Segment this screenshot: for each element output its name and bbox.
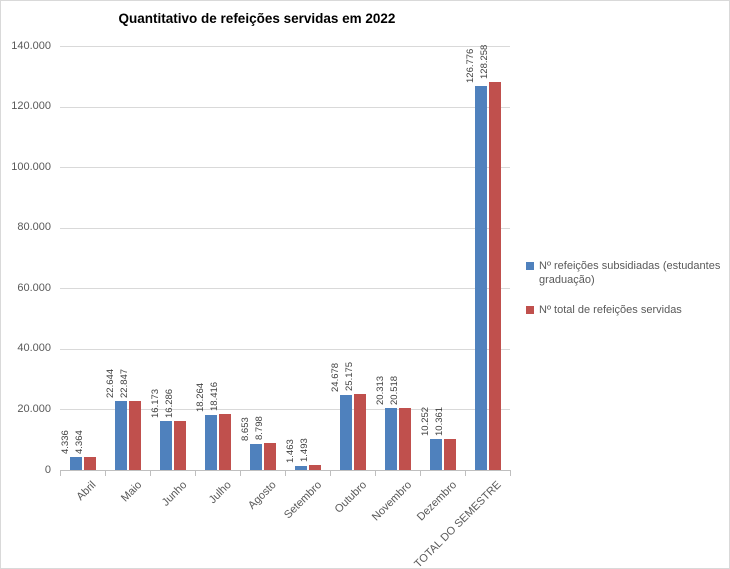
- legend-item-total: Nº total de refeições servidas: [526, 303, 726, 317]
- bar-value-label: 16.286: [163, 388, 175, 418]
- bar-value-label: 18.416: [208, 382, 220, 412]
- bar-value-label: 24.678: [329, 363, 341, 393]
- x-axis-tick: [60, 471, 61, 476]
- legend-label-total: Nº total de refeições servidas: [539, 304, 682, 316]
- bar-value-label: 16.173: [149, 388, 161, 419]
- y-axis-tick-label: 120.000: [11, 100, 51, 113]
- legend-item-subsidiadas: Nº refeições subsidiadas (estudantes gra…: [526, 259, 726, 287]
- bar-value-label: 4.364: [73, 430, 85, 454]
- bar-value-label: 8.653: [239, 417, 251, 441]
- bar-value-label: 128.258: [478, 44, 490, 79]
- x-axis-tick: [330, 471, 331, 476]
- bar-value-label: 22.847: [118, 368, 130, 398]
- bar-subsidiadas: [249, 443, 262, 470]
- bar-subsidiadas: [204, 414, 217, 470]
- bar-subsidiadas: [384, 408, 397, 470]
- bar-value-label: 18.264: [194, 382, 206, 412]
- x-axis-tick: [105, 471, 106, 476]
- x-axis-tick: [465, 471, 466, 476]
- y-axis-tick-label: 40.000: [17, 342, 51, 355]
- bar-value-label: 1.493: [298, 438, 310, 463]
- bar-total: [398, 407, 411, 470]
- x-axis-tick: [510, 471, 511, 476]
- bar-total: [218, 414, 231, 470]
- x-axis-tick: [285, 471, 286, 476]
- gridline: [60, 409, 510, 411]
- x-axis-tick: [240, 471, 241, 476]
- bar-subsidiadas: [474, 86, 487, 470]
- gridline: [60, 46, 510, 47]
- bar-value-label: 10.252: [419, 406, 431, 436]
- y-axis-tick-label: 60.000: [17, 281, 51, 294]
- gridline: [60, 106, 510, 108]
- x-axis-tick: [195, 471, 196, 476]
- bar-total: [128, 400, 141, 470]
- bar-value-label: 126.776: [464, 48, 476, 84]
- bar-value-label: 4.336: [59, 430, 71, 454]
- bar-total: [488, 81, 501, 470]
- bar-total: [443, 438, 456, 470]
- bar-total: [263, 443, 276, 470]
- bar-total: [173, 420, 186, 470]
- bar-subsidiadas: [294, 465, 307, 470]
- chart-title: Quantitativo de refeições servidas em 20…: [118, 11, 396, 26]
- x-axis-line: [60, 470, 511, 471]
- bar-subsidiadas: [429, 438, 442, 470]
- bar-value-label: 1.463: [284, 438, 296, 463]
- bar-subsidiadas: [69, 456, 82, 470]
- gridline: [60, 288, 510, 290]
- bar-value-label: 10.361: [433, 406, 445, 436]
- bar-subsidiadas: [339, 395, 352, 470]
- bar-total: [308, 465, 321, 470]
- x-axis-tick: [150, 471, 151, 476]
- bar-value-label: 20.313: [374, 376, 386, 406]
- bar-value-label: 20.518: [388, 375, 400, 405]
- y-axis-tick-label: 20.000: [17, 402, 51, 415]
- series-total-swatch-icon: [526, 306, 534, 314]
- gridline: [60, 167, 510, 169]
- bar-value-label: 25.175: [343, 361, 355, 391]
- bar-subsidiadas: [114, 401, 127, 470]
- y-axis-tick-label: 140.000: [11, 39, 51, 52]
- bar-subsidiadas: [159, 421, 172, 470]
- legend-label-subsidiadas: Nº refeições subsidiadas (estudantes gra…: [539, 260, 721, 286]
- y-axis-tick-label: 0: [44, 463, 51, 476]
- series-subsidiadas-swatch-icon: [526, 262, 534, 270]
- legend: Nº refeições subsidiadas (estudantes gra…: [526, 259, 726, 333]
- bar-value-label: 8.798: [253, 416, 265, 441]
- gridline: [60, 227, 510, 229]
- bar-total: [353, 393, 366, 470]
- bar-total: [83, 456, 96, 470]
- x-axis-tick: [420, 471, 421, 476]
- x-axis-tick: [375, 471, 376, 476]
- y-axis-tick-label: 100.000: [11, 160, 51, 173]
- y-axis-tick-label: 80.000: [17, 221, 51, 234]
- bar-value-label: 22.644: [104, 369, 116, 399]
- gridline: [60, 348, 510, 350]
